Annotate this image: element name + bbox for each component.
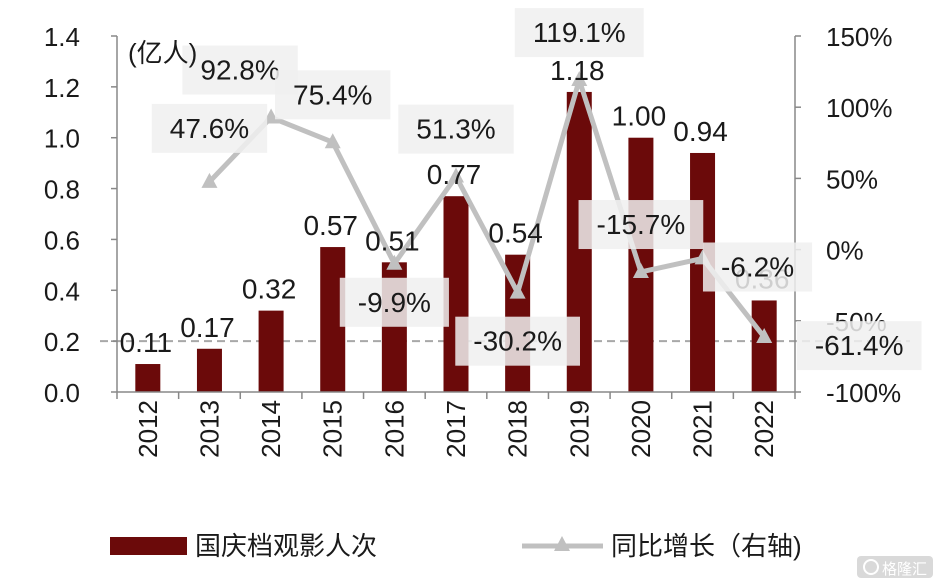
- left-tick-label: 0.6: [44, 225, 80, 255]
- bar-value-label: 0.54: [488, 218, 543, 249]
- bar-value-label: 1.00: [612, 101, 667, 132]
- right-tick-label: 150%: [826, 22, 893, 52]
- growth-value-label-background: [275, 70, 391, 120]
- left-tick-label: 1.4: [44, 22, 80, 52]
- growth-value-label: -15.7%: [597, 209, 686, 240]
- x-tick-label: 2022: [749, 400, 779, 458]
- growth-marker-2019: [571, 71, 588, 87]
- growth-value-label-group: 47.6%: [151, 103, 268, 153]
- growth-marker-2020: [632, 262, 649, 278]
- growth-value-label-group: -61.4%: [796, 321, 922, 371]
- bar-value-label: 0.94: [673, 116, 728, 147]
- growth-value-label-group: 51.3%: [398, 104, 514, 154]
- left-tick-label: 0.4: [44, 276, 80, 306]
- growth-value-label: -9.9%: [358, 287, 431, 318]
- growth-value-label-background: [702, 242, 813, 292]
- growth-value-label: -6.2%: [721, 252, 794, 283]
- bar-value-label: 0.77: [427, 159, 482, 190]
- growth-value-label-group: -15.7%: [578, 200, 704, 250]
- growth-value-label-group: -6.2%: [702, 242, 813, 292]
- growth-value-label: 119.1%: [533, 17, 626, 48]
- growth-marker-2015: [324, 133, 341, 149]
- x-tick-label: 2014: [256, 400, 286, 458]
- right-tick-label: 100%: [826, 93, 893, 123]
- x-tick-label: 2018: [503, 400, 533, 458]
- x-tick-label: 2019: [564, 400, 594, 458]
- left-axis-unit-label: (亿人): [128, 38, 197, 68]
- growth-marker-2017: [448, 167, 464, 183]
- bar-value-label: 0.17: [180, 312, 235, 343]
- x-tick-label: 2016: [379, 400, 409, 458]
- growth-value-label: -61.4%: [815, 330, 904, 361]
- bar-2013: [196, 348, 222, 392]
- growth-value-label-background: [514, 8, 644, 58]
- bar-value-label: 0.57: [303, 210, 358, 241]
- growth-value-label-group: -30.2%: [455, 316, 580, 366]
- left-tick-label: 0.2: [44, 327, 80, 357]
- growth-value-label: -30.2%: [473, 326, 562, 357]
- growth-value-label-background: [339, 277, 449, 327]
- x-tick-label: 2012: [133, 400, 163, 458]
- x-tick-label: 2017: [441, 400, 471, 458]
- bar-value-label: 0.32: [242, 274, 297, 305]
- growth-value-label: 47.6%: [170, 113, 249, 144]
- right-tick-label: 0%: [826, 236, 864, 266]
- legend-bar-swatch: [110, 537, 187, 555]
- growth-marker-2022: [756, 328, 773, 344]
- legend: 国庆档观影人次 同比增长（右轴): [110, 531, 802, 561]
- left-tick-label: 0.8: [44, 175, 80, 205]
- watermark: 格隆汇: [857, 556, 933, 578]
- watermark-logo-icon: [863, 559, 879, 575]
- left-tick-label: 0.0: [44, 378, 80, 408]
- growth-marker-2016: [386, 254, 403, 270]
- bar-2022: [751, 300, 777, 392]
- x-tick-label: 2020: [626, 400, 656, 458]
- growth-marker-2013: [201, 172, 218, 188]
- growth-value-label-background: [455, 316, 580, 366]
- x-tick-label: 2013: [194, 400, 224, 458]
- bar-value-label: 0.51: [365, 225, 420, 256]
- axes-layer: 0.00.20.40.60.81.01.21.4-100%-50%0%50%10…: [44, 22, 901, 458]
- bar-2014: [258, 310, 284, 392]
- bar-value-label: 0.11: [120, 327, 172, 358]
- x-tick-label: 2021: [688, 400, 718, 458]
- growth-value-label-background: [796, 321, 922, 371]
- legend-line-label: 同比增长（右轴): [611, 531, 802, 561]
- left-tick-label: 1.0: [44, 124, 80, 154]
- growth-value-label-group: -9.9%: [339, 277, 449, 327]
- bar-2012: [135, 364, 161, 392]
- left-tick-label: 1.2: [44, 73, 80, 103]
- growth-value-label-background: [578, 200, 704, 250]
- right-tick-label: -100%: [826, 378, 901, 408]
- growth-value-label-group: 75.4%: [275, 70, 391, 120]
- right-tick-label: 50%: [826, 164, 878, 194]
- growth-value-label: 75.4%: [293, 79, 372, 110]
- growth-line: [207, 77, 767, 339]
- legend-bar-label: 国庆档观影人次: [195, 531, 377, 561]
- growth-marker-2018: [509, 283, 526, 299]
- growth-value-label: 92.8%: [200, 55, 279, 86]
- x-tick-label: 2015: [318, 400, 348, 458]
- growth-value-label: 51.3%: [416, 114, 495, 145]
- legend-line-marker: [554, 536, 570, 551]
- growth-value-label-background: [398, 104, 514, 154]
- bar-value-label: 1.18: [550, 55, 605, 86]
- watermark-text: 格隆汇: [882, 561, 927, 578]
- data-labels-layer: 0.11 0.170.32 0.57 0.51 0.770.54 1.181.00 0.94…: [120, 8, 922, 371]
- growth-value-label-group: 119.1%: [514, 8, 644, 58]
- growth-value-label-background: [151, 103, 268, 153]
